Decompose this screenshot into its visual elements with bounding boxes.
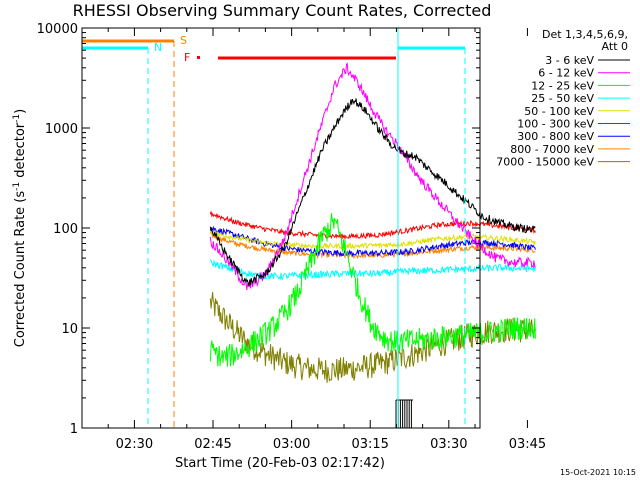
night-dropout-marks <box>395 399 413 428</box>
n-flag-label: N <box>154 41 162 54</box>
x-tick-label: 03:15 <box>351 437 388 452</box>
f-flag-dot <box>197 56 200 59</box>
legend-label: 800 - 7000 keV <box>510 143 594 156</box>
legend-label: 6 - 12 keV <box>538 67 594 80</box>
series-line-3 <box>209 213 536 367</box>
series-line-7 <box>209 225 536 258</box>
legend-label: 25 - 50 keV <box>531 92 594 105</box>
series-line-2 <box>209 62 536 291</box>
attenuator-label: Att 0 <box>602 40 628 53</box>
plot-frame <box>81 27 481 429</box>
legend-label: 12 - 25 keV <box>531 79 594 92</box>
legend-label: 7000 - 15000 keV <box>496 156 594 169</box>
x-tick-label: 03:45 <box>509 437 546 452</box>
s-flag-label: S <box>180 34 187 47</box>
series-line-5 <box>209 230 536 250</box>
f-flag-label: F <box>184 51 190 64</box>
legend-label: 50 - 100 keV <box>524 105 594 118</box>
x-tick-label: 02:30 <box>116 437 153 452</box>
y-tick-label: 100 <box>53 222 78 237</box>
legend-label: 100 - 300 keV <box>517 118 594 131</box>
chart-title: RHESSI Observing Summary Count Rates, Co… <box>73 1 492 20</box>
y-tick-label: 10000 <box>37 22 78 37</box>
y-axis-label: Corrected Count Rate (s-1 detector-1) <box>12 109 28 347</box>
plot-content: S N F <box>81 28 536 428</box>
x-tick-label: 03:30 <box>430 437 467 452</box>
y-tick-label: 1 <box>70 422 78 437</box>
x-tick-label: 02:45 <box>194 437 231 452</box>
y-tick-label: 1000 <box>45 122 78 137</box>
series-line-1 <box>209 98 536 288</box>
x-axis-label: Start Time (20-Feb-03 02:17:42) <box>175 456 385 471</box>
x-tick-label: 03:00 <box>273 437 310 452</box>
axis-ticks: 1 10 100 1000 10000 02:30 02:45 03:00 03:15 03:30… <box>37 22 547 452</box>
legend-label: 300 - 800 keV <box>517 130 594 143</box>
series-line-6 <box>209 211 536 241</box>
y-tick-label: 10 <box>61 322 78 337</box>
detector-label: Det 1,3,4,5,6,9, <box>542 28 628 41</box>
legend-label: 3 - 6 keV <box>545 54 594 67</box>
footer-timestamp: 15-Oct-2021 10:15 <box>560 468 636 477</box>
